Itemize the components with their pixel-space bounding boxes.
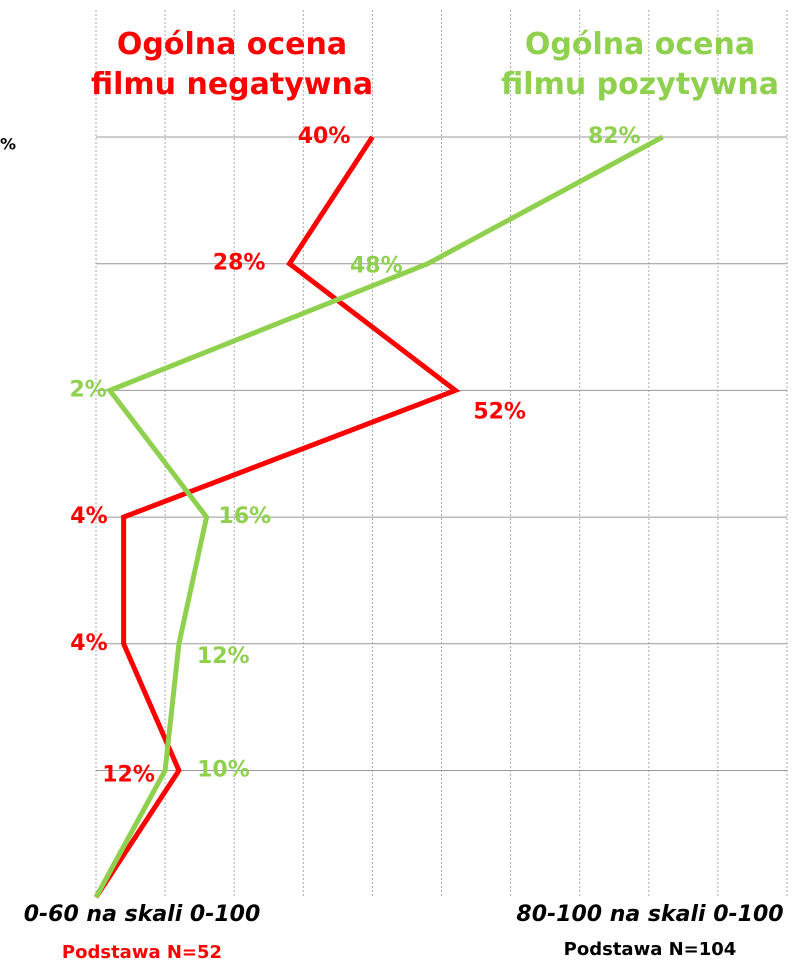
series-line [93, 135, 461, 899]
data-label: 48% [350, 254, 403, 279]
legend-entry: Ogólna ocena filmu pozytywna [501, 27, 779, 102]
annotation: % [0, 135, 16, 154]
right-group-label: 80-100 na skali 0-100 [516, 902, 783, 927]
series-line [93, 134, 664, 899]
data-label: 16% [219, 504, 272, 529]
data-label: 10% [197, 758, 250, 783]
data-label: 28% [213, 251, 266, 276]
legend-entry: Ogólna ocena filmu negatywna [91, 27, 373, 102]
right-base: Podstawa N=104 [564, 939, 737, 960]
left-group-label: 0-60 na skali 0-100 [24, 902, 261, 927]
data-label: 82% [588, 124, 641, 149]
data-label: 52% [473, 399, 526, 424]
data-label: 4% [70, 504, 107, 529]
data-label: 12% [197, 644, 250, 669]
left-base: Podstawa N=52 [62, 942, 222, 963]
data-label: 2% [69, 377, 106, 402]
data-label: 4% [70, 631, 107, 656]
data-label: 40% [298, 124, 351, 149]
data-label: 12% [102, 763, 155, 788]
